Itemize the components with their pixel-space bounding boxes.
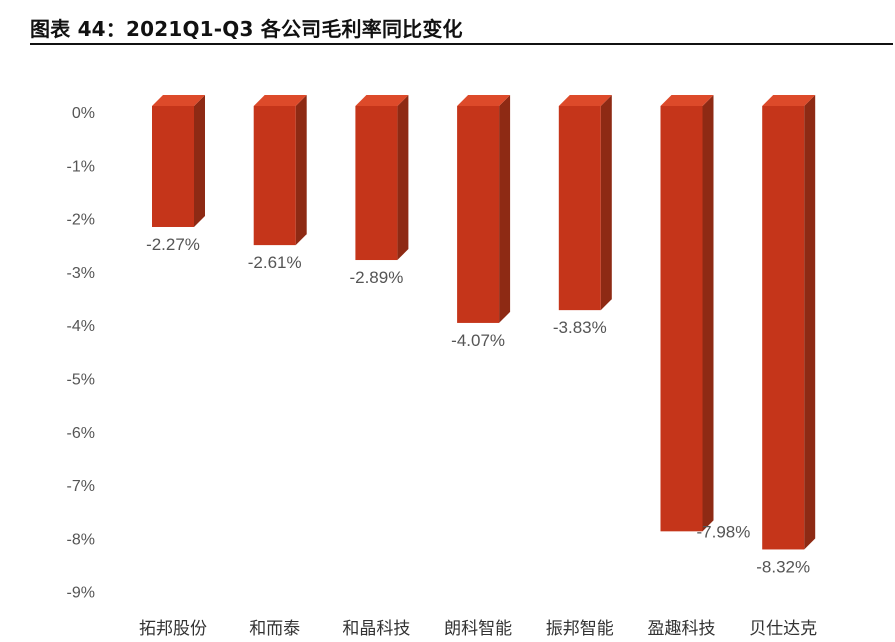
bar-top-face: [558, 95, 612, 106]
bar-top-face: [253, 95, 307, 106]
y-axis-ticks: 0% -1% -2% -3% -4% -5% -6% -7% -8% -9%: [67, 105, 95, 602]
bar: [457, 95, 511, 323]
y-tick-label: -8%: [67, 531, 95, 548]
y-tick-label: 0%: [72, 105, 95, 122]
data-label: -2.61%: [248, 253, 302, 272]
bar-top-face: [660, 95, 714, 106]
bar-side-face: [600, 95, 612, 311]
y-tick-label: -4%: [67, 318, 95, 335]
y-tick-label: -9%: [67, 585, 95, 602]
bar-side-face: [499, 95, 511, 323]
bar-front-face: [253, 106, 296, 246]
category-label: 和而泰: [249, 619, 300, 639]
bar: [660, 95, 714, 532]
bar-front-face: [152, 106, 194, 227]
bar: [253, 95, 307, 246]
bar: [152, 95, 205, 227]
data-label: -2.89%: [349, 268, 403, 287]
bar: [355, 95, 409, 261]
category-label: 拓邦股份: [139, 619, 207, 639]
category-label: 振邦智能: [546, 619, 614, 639]
data-label: -2.27%: [146, 235, 200, 254]
bar-series: [152, 95, 816, 550]
bar-top-face: [457, 95, 511, 106]
bar-side-face: [397, 95, 409, 261]
chart-title: 图表 44：2021Q1-Q3 各公司毛利率同比变化: [30, 17, 463, 41]
category-label: 和晶科技: [342, 619, 410, 639]
bar-side-face: [194, 95, 205, 227]
category-labels: 拓邦股份 和而泰 和晶科技 朗科智能 振邦智能 盈趣科技 贝仕达克: [139, 619, 817, 639]
data-label: -7.98%: [697, 522, 751, 541]
data-label: -3.83%: [553, 318, 607, 337]
y-tick-label: -2%: [67, 212, 95, 229]
category-label: 朗科智能: [444, 619, 512, 639]
y-tick-label: -3%: [67, 265, 95, 282]
y-tick-label: -6%: [67, 425, 95, 442]
y-tick-label: -5%: [67, 372, 95, 389]
y-tick-label: -1%: [67, 158, 95, 175]
category-label: 贝仕达克: [749, 619, 817, 639]
data-labels: -2.27% -2.61% -2.89% -4.07% -3.83% -7.98% -8.3…: [146, 235, 810, 576]
data-label: -4.07%: [451, 331, 505, 350]
bar-front-face: [355, 106, 398, 261]
bar-front-face: [558, 106, 601, 311]
category-label: 盈趣科技: [648, 619, 716, 639]
bar-side-face: [295, 95, 307, 246]
data-label: -8.32%: [756, 557, 810, 576]
bar: [762, 95, 816, 550]
bar-top-face: [762, 95, 816, 106]
bar-top-face: [152, 95, 205, 106]
bar-front-face: [660, 106, 703, 532]
y-tick-label: -7%: [67, 478, 95, 495]
bar-side-face: [804, 95, 816, 550]
bar-top-face: [355, 95, 409, 106]
bar: [558, 95, 612, 311]
bar-side-face: [702, 95, 714, 532]
bar-front-face: [762, 106, 805, 550]
bar-front-face: [457, 106, 500, 323]
title-underline: [30, 43, 893, 45]
